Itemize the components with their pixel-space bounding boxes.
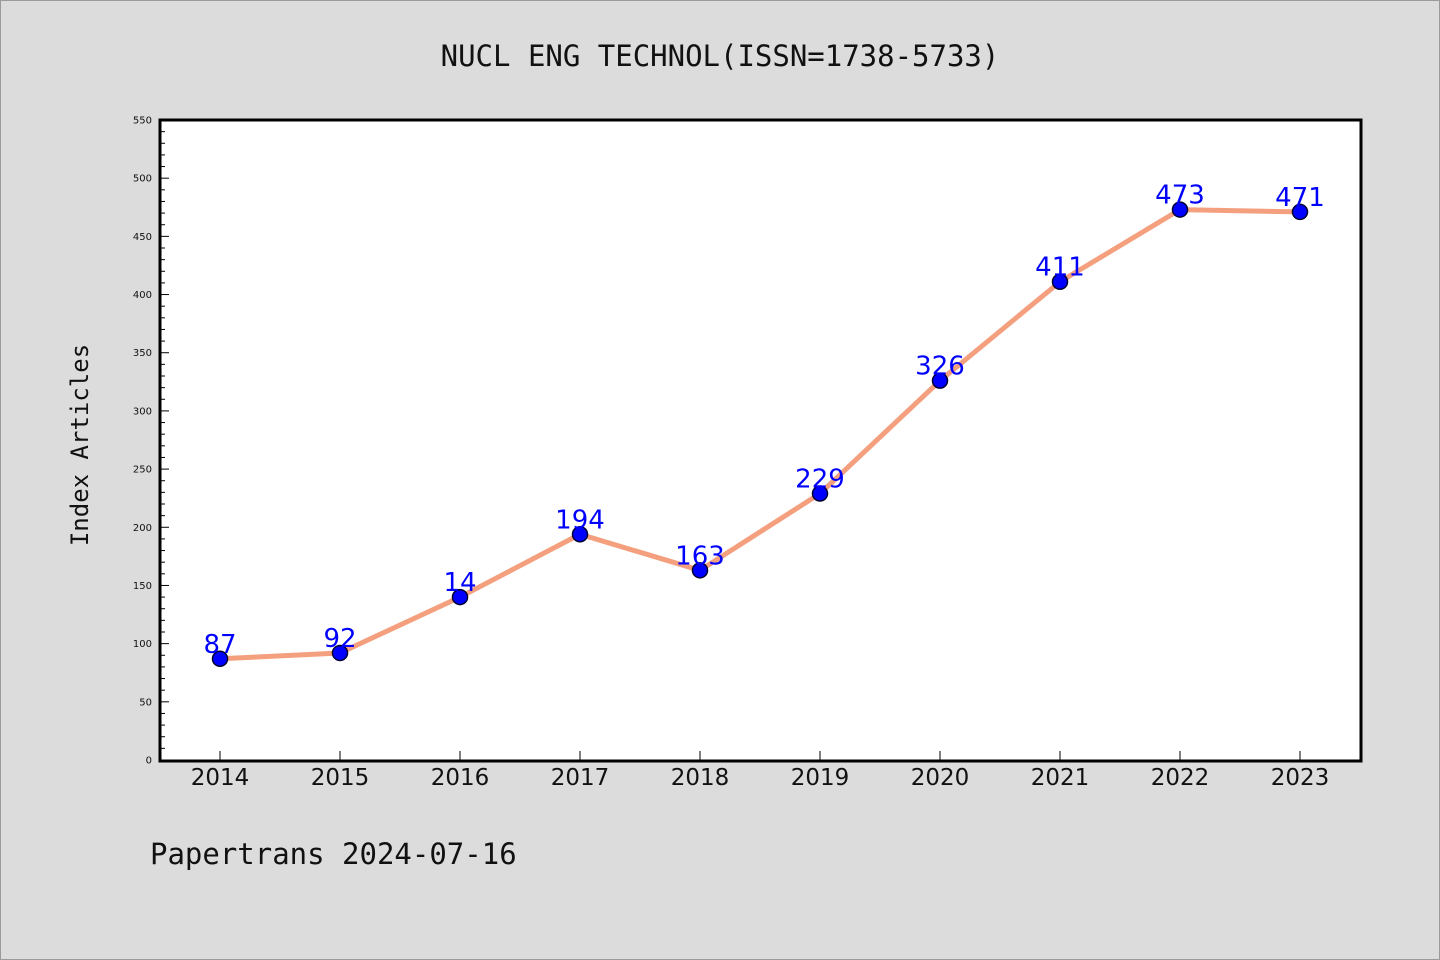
data-point — [451, 588, 469, 606]
data-label: 473 — [1155, 181, 1205, 211]
y-tick-label: 0 — [146, 756, 152, 767]
data-label: 471 — [1275, 183, 1325, 213]
data-label: 163 — [675, 541, 725, 571]
data-point — [1051, 273, 1069, 290]
y-tick-label: 350 — [133, 348, 152, 359]
data-point — [931, 372, 949, 389]
x-tick-label: 2021 — [1031, 765, 1090, 791]
x-tick-label: 2019 — [791, 765, 850, 791]
y-tick-label: 450 — [133, 232, 152, 243]
data-point — [331, 644, 349, 662]
x-tick-label: 2022 — [1151, 765, 1210, 791]
x-tick-label: 2015 — [311, 765, 370, 791]
x-tick-label: 2016 — [431, 765, 490, 791]
data-point — [211, 650, 229, 668]
data-label: 326 — [915, 352, 965, 382]
y-tick-label: 400 — [133, 290, 152, 301]
y-tick-label: 150 — [133, 581, 152, 592]
y-tick-label: 500 — [133, 174, 152, 185]
x-tick-label: 2014 — [191, 765, 250, 791]
y-tick-label: 300 — [133, 406, 152, 417]
data-label: 87 — [203, 630, 236, 660]
data-point — [811, 485, 829, 502]
y-tick-label: 250 — [133, 465, 152, 476]
chart-title: NUCL ENG TECHNOL(ISSN=1738-5733) — [441, 39, 1000, 73]
data-point — [1291, 203, 1309, 221]
footer-text: Papertrans 2024-07-16 — [150, 837, 517, 871]
y-axis-label: Index Articles — [66, 344, 94, 546]
series-layer: 87 92 14 194 163 229 326 411 473 471 — [203, 181, 1325, 668]
y-tick-label: 100 — [133, 639, 152, 650]
x-tick-label: 2020 — [911, 765, 970, 791]
data-label: 194 — [555, 505, 605, 535]
data-label: 92 — [323, 624, 356, 654]
data-point — [1171, 201, 1189, 218]
y-tick-label: 200 — [133, 523, 152, 534]
y-tick-label: 50 — [139, 697, 152, 708]
plot-area — [158, 118, 1363, 763]
y-tick-label: 550 — [133, 116, 152, 127]
x-tick-label: 2023 — [1271, 765, 1330, 791]
data-point — [691, 562, 709, 579]
data-label: 14 — [443, 568, 476, 598]
x-tick-label: 2018 — [671, 765, 730, 791]
series-line — [217, 207, 1303, 662]
data-label: 229 — [795, 465, 845, 495]
data-point — [571, 526, 589, 543]
data-label: 411 — [1035, 253, 1085, 283]
x-axis: 2014 2015 2016 2017 2018 2019 2020 2021 2022 2023 — [191, 751, 1330, 791]
y-axis: 0 50 100 150 200 250 300 350 400 450 500 550 — [133, 116, 169, 767]
x-tick-label: 2017 — [551, 765, 610, 791]
